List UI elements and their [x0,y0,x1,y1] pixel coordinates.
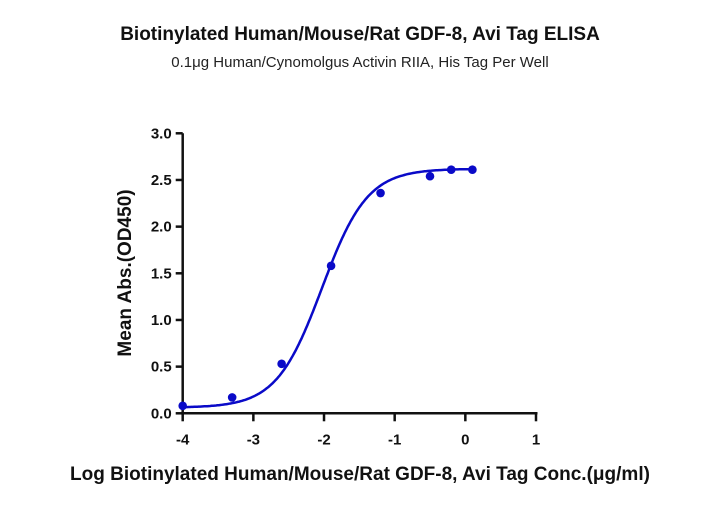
data-point [376,188,385,198]
y-tick-label: 1.5 [151,265,172,282]
x-axis-label: Log Biotinylated Human/Mouse/Rat GDF-8, … [70,464,650,485]
chart-title: Biotinylated Human/Mouse/Rat GDF-8, Avi … [120,24,600,45]
x-tick-label: -2 [317,431,330,448]
data-point [277,359,286,369]
x-tick-label: -4 [176,431,190,448]
data-point [227,393,237,402]
y-tick-label: 2.5 [151,172,172,189]
data-point [468,165,477,174]
data-point [425,171,435,181]
fit-curve-group [182,167,473,409]
axes: 0.0 0.5 1.0 1.5 2.0 2.5 3.0 -4 -3 -2 -1 0 1 [151,125,540,448]
y-tick-label: 2.0 [151,219,172,236]
y-tick-label: 3.0 [151,125,172,142]
x-tick-label: -3 [247,431,260,448]
x-tick-label: 0 [461,431,469,448]
y-tick-label: 1.0 [151,312,172,329]
y-tick-label: 0.0 [151,405,172,422]
y-tick-label: 0.5 [151,359,172,376]
data-points [178,165,477,411]
chart-subtitle: 0.1μg Human/Cynomolgus Activin RIIA, His… [171,54,549,71]
data-point [446,165,456,174]
fit-curve [182,167,473,409]
y-axis-label: Mean Abs.(OD450) [115,189,136,356]
data-point [326,261,336,271]
x-tick-label: 1 [532,431,540,448]
x-tick-label: -1 [388,431,401,448]
data-point [178,401,187,411]
